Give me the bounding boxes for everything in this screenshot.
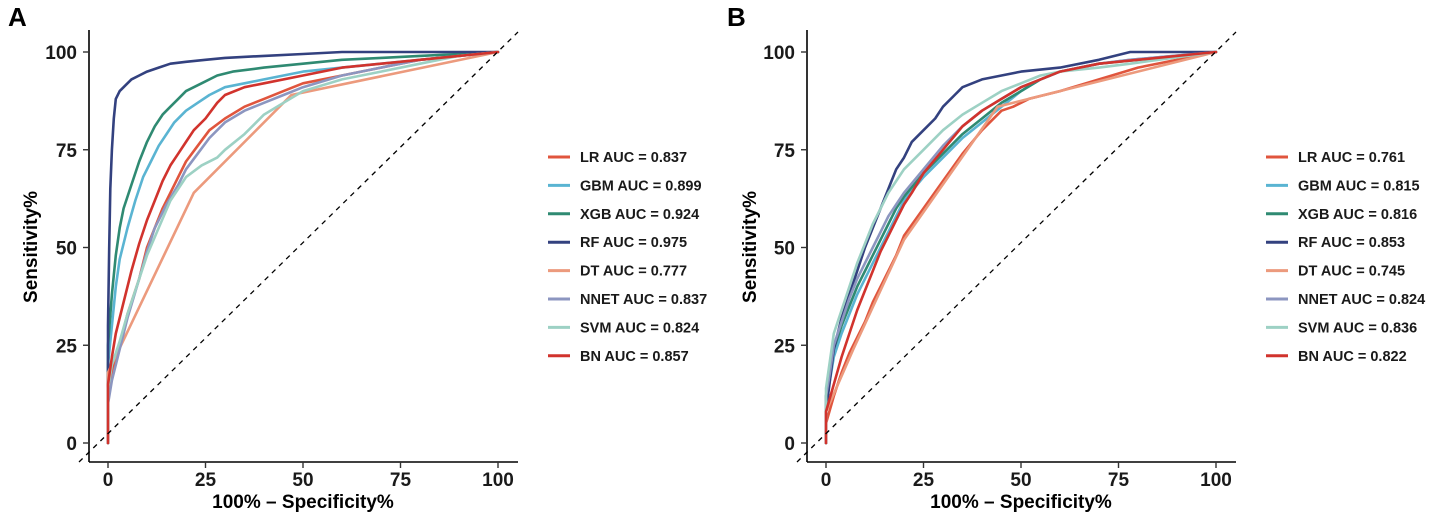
roc-curve-xgb: [824, 50, 1218, 445]
panel-label-b: B: [727, 2, 746, 32]
legend-label-bn: BN AUC = 0.857: [580, 349, 689, 365]
ticks-a: 0 25 50 75 100 0 25 50 75 100: [45, 43, 514, 491]
legend-label-gbm: GBM AUC = 0.899: [580, 178, 702, 194]
roc-panel-b: B 0 25 50 75 100 0 25 50 75 100 100% – Specificit…: [727, 2, 1425, 513]
x-tick-label: 50: [1010, 470, 1031, 491]
y-axis-title-b: Sensitivity%: [740, 191, 761, 303]
roc-curve-nnet: [106, 50, 500, 445]
x-tick-label: 100: [482, 470, 514, 491]
roc-curve-dt: [824, 50, 1218, 445]
curves-b: [824, 50, 1218, 445]
reference-diagonal-b: [796, 31, 1237, 463]
roc-curve-svm: [106, 50, 500, 445]
roc-curve-rf: [106, 50, 500, 445]
roc-curve-gbm: [824, 50, 1218, 445]
roc-curve-rf: [824, 50, 1218, 445]
x-tick-label: 0: [103, 470, 114, 491]
legend-label-lr: LR AUC = 0.837: [580, 150, 687, 166]
roc-curve-bn: [106, 50, 500, 445]
legend-label-dt: DT AUC = 0.777: [580, 264, 687, 280]
x-tick-label: 75: [390, 470, 412, 491]
x-tick-label: 75: [1108, 470, 1130, 491]
x-tick-label: 25: [195, 470, 217, 491]
x-axis-title-a: 100% – Specificity%: [212, 492, 394, 513]
x-tick-label: 0: [821, 470, 832, 491]
y-tick-label: 25: [56, 336, 78, 357]
y-tick-label: 50: [56, 239, 77, 260]
y-tick-label: 100: [763, 43, 795, 64]
y-tick-label: 50: [774, 239, 795, 260]
reference-diagonal-a: [78, 31, 519, 463]
legend-label-bn: BN AUC = 0.822: [1298, 349, 1407, 365]
legend-label-svm: SVM AUC = 0.836: [1298, 320, 1417, 336]
y-tick-label: 100: [45, 43, 77, 64]
roc-panel-a: A 0 25 50 75 100 0 25 50 75 100 100% – Specificit…: [8, 2, 707, 513]
legend-b: LR AUC = 0.761 GBM AUC = 0.815 XGB AUC = 0…: [1266, 150, 1425, 365]
legend-label-gbm: GBM AUC = 0.815: [1298, 178, 1420, 194]
legend-label-dt: DT AUC = 0.745: [1298, 264, 1405, 280]
legend-label-lr: LR AUC = 0.761: [1298, 150, 1405, 166]
y-tick-label: 25: [774, 336, 796, 357]
x-tick-label: 100: [1200, 470, 1232, 491]
y-axis-title-a: Sensitivity%: [21, 191, 42, 303]
roc-curve-bn: [824, 50, 1218, 445]
legend-label-xgb: XGB AUC = 0.816: [1298, 207, 1417, 223]
x-tick-label: 25: [913, 470, 935, 491]
x-tick-label: 50: [292, 470, 313, 491]
legend-label-xgb: XGB AUC = 0.924: [580, 207, 699, 223]
roc-curve-nnet: [824, 50, 1218, 445]
legend-label-rf: RF AUC = 0.975: [580, 235, 687, 251]
legend-label-nnet: NNET AUC = 0.824: [1298, 292, 1425, 308]
y-tick-label: 75: [774, 141, 796, 162]
roc-curve-svm: [824, 50, 1218, 445]
curves-a: [106, 50, 500, 445]
ticks-b: 0 25 50 75 100 0 25 50 75 100: [763, 43, 1232, 491]
panel-label-a: A: [8, 2, 27, 32]
roc-curve-xgb: [106, 50, 500, 445]
legend-label-nnet: NNET AUC = 0.837: [580, 292, 707, 308]
x-axis-title-b: 100% – Specificity%: [930, 492, 1112, 513]
y-tick-label: 75: [56, 141, 78, 162]
legend-label-svm: SVM AUC = 0.824: [580, 320, 699, 336]
legend-a: LR AUC = 0.837 GBM AUC = 0.899 XGB AUC = 0…: [548, 150, 707, 365]
y-tick-label: 0: [784, 434, 795, 455]
legend-label-rf: RF AUC = 0.853: [1298, 235, 1405, 251]
roc-curve-lr: [824, 50, 1218, 445]
y-tick-label: 0: [66, 434, 77, 455]
